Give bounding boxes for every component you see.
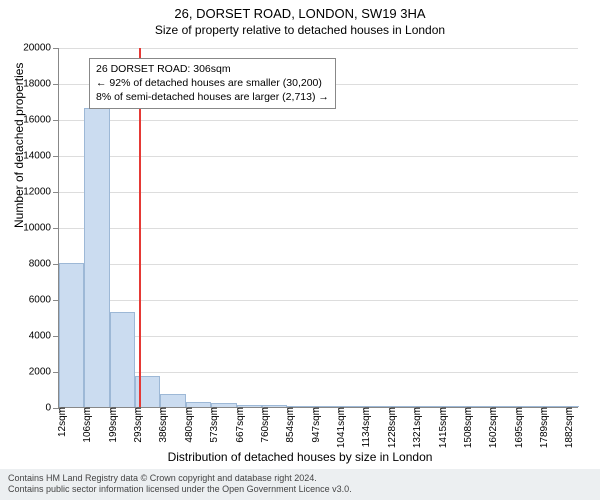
x-tick-label: 1321sqm (410, 407, 423, 448)
y-tick-label: 6000 (29, 295, 59, 306)
y-tick-label: 12000 (23, 187, 59, 198)
gridline (59, 156, 578, 157)
histogram-bar (84, 108, 109, 407)
y-tick-label: 16000 (23, 115, 59, 126)
x-tick-label: 1415sqm (436, 407, 449, 448)
gridline (59, 336, 578, 337)
footer: Contains HM Land Registry data © Crown c… (0, 469, 600, 500)
y-tick-label: 10000 (23, 223, 59, 234)
footer-line1: Contains HM Land Registry data © Crown c… (8, 473, 592, 485)
gridline (59, 192, 578, 193)
x-axis-label: Distribution of detached houses by size … (0, 450, 600, 464)
y-tick-label: 18000 (23, 79, 59, 90)
histogram-bar (110, 312, 135, 407)
page-title: 26, DORSET ROAD, LONDON, SW19 3HA (0, 0, 600, 21)
chart-area: 0200040006000800010000120001400016000180… (58, 48, 578, 408)
x-tick-label: 1228sqm (385, 407, 398, 448)
page-subtitle: Size of property relative to detached ho… (0, 21, 600, 41)
y-tick-label: 4000 (29, 331, 59, 342)
y-tick-label: 8000 (29, 259, 59, 270)
gridline (59, 120, 578, 121)
x-tick-label: 854sqm (283, 407, 296, 443)
x-tick-label: 480sqm (182, 407, 195, 443)
histogram-bar (59, 263, 84, 407)
x-tick-label: 106sqm (80, 407, 93, 443)
x-tick-label: 386sqm (156, 407, 169, 443)
x-tick-label: 1695sqm (512, 407, 525, 448)
gridline (59, 228, 578, 229)
annotation-box: 26 DORSET ROAD: 306sqm← 92% of detached … (89, 58, 336, 109)
gridline (59, 48, 578, 49)
y-tick-label: 14000 (23, 151, 59, 162)
footer-line2: Contains public sector information licen… (8, 484, 592, 496)
x-tick-label: 293sqm (131, 407, 144, 443)
gridline (59, 300, 578, 301)
annotation-line: ← 92% of detached houses are smaller (30… (96, 76, 329, 90)
x-tick-label: 1041sqm (334, 407, 347, 448)
annotation-line: 26 DORSET ROAD: 306sqm (96, 62, 329, 76)
gridline (59, 264, 578, 265)
x-tick-label: 1789sqm (537, 407, 550, 448)
x-tick-label: 760sqm (258, 407, 271, 443)
x-tick-label: 199sqm (106, 407, 119, 443)
x-tick-label: 1602sqm (486, 407, 499, 448)
histogram-bar (160, 394, 185, 407)
gridline (59, 372, 578, 373)
x-tick-label: 1882sqm (562, 407, 575, 448)
x-tick-label: 667sqm (233, 407, 246, 443)
plot-area: 0200040006000800010000120001400016000180… (58, 48, 578, 408)
x-tick-label: 1134sqm (359, 407, 372, 447)
x-tick-label: 573sqm (207, 407, 220, 443)
x-tick-label: 1508sqm (461, 407, 474, 448)
y-tick-label: 20000 (23, 43, 59, 54)
y-tick-label: 2000 (29, 367, 59, 378)
x-tick-label: 947sqm (309, 407, 322, 443)
x-tick-label: 12sqm (55, 407, 68, 437)
annotation-line: 8% of semi-detached houses are larger (2… (96, 90, 329, 104)
